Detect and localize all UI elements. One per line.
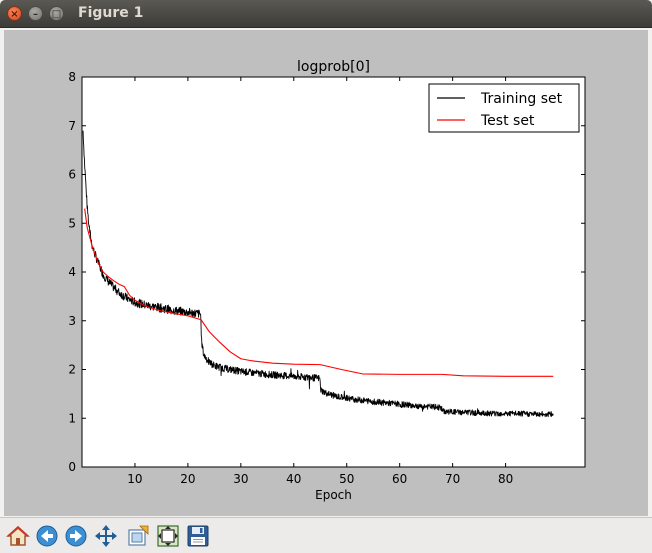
plot-area: [82, 77, 585, 467]
close-icon: ×: [10, 9, 19, 20]
x-tick-label: 20: [180, 472, 195, 486]
y-tick-label: 7: [68, 119, 76, 133]
home-button[interactable]: [5, 523, 31, 549]
forward-button[interactable]: [63, 523, 89, 549]
home-icon: [6, 525, 30, 546]
maximize-button[interactable]: □: [49, 6, 64, 21]
x-tick-label: 70: [445, 472, 460, 486]
chart: 10 20 30 40 50 60 70 80 0 1 2 3 4 5 6 7 8 logprob[0] Epoch…: [68, 59, 586, 502]
x-tick-label: 40: [286, 472, 301, 486]
figure-canvas[interactable]: 10 20 30 40 50 60 70 80 0 1 2 3 4 5 6 7 8 logprob[0] Epoch…: [4, 30, 648, 516]
minimize-button[interactable]: –: [28, 6, 43, 21]
navigation-toolbar: [0, 517, 652, 553]
x-tick-label: 50: [339, 472, 354, 486]
y-tick-label: 8: [68, 70, 76, 84]
x-tick-label: 30: [233, 472, 248, 486]
close-button[interactable]: ×: [7, 6, 22, 21]
subplots-config-icon: [157, 525, 179, 547]
save-button[interactable]: [185, 523, 211, 549]
y-tick-label: 5: [68, 216, 76, 230]
window-title: Figure 1: [78, 5, 144, 21]
back-arrow-icon: [36, 525, 58, 547]
configure-subplots-button[interactable]: [155, 523, 181, 549]
pan-move-icon: [95, 525, 117, 547]
y-tick-label: 2: [68, 363, 76, 377]
forward-arrow-icon: [65, 525, 87, 547]
pan-button[interactable]: [93, 523, 119, 549]
x-tick-label: 80: [498, 472, 513, 486]
minimize-icon: –: [33, 9, 38, 20]
y-tick-label: 4: [68, 265, 76, 279]
legend-label: Test set: [480, 113, 535, 129]
save-icon: [187, 525, 209, 547]
x-axis-label: Epoch: [315, 488, 352, 502]
zoom-button[interactable]: [125, 523, 151, 549]
legend-box: [428, 83, 580, 133]
y-tick-label: 3: [68, 314, 76, 328]
maximize-icon: □: [51, 9, 62, 20]
x-tick-label: 10: [127, 472, 142, 486]
series-line-test: [84, 208, 554, 377]
legend-label: Training set: [480, 91, 563, 107]
window-titlebar[interactable]: × – □ Figure 1: [0, 0, 652, 28]
chart-title: logprob[0]: [297, 59, 370, 75]
zoom-rect-icon: [128, 525, 149, 546]
y-tick-label: 0: [68, 460, 76, 474]
y-tick-label: 1: [68, 411, 76, 425]
y-tick-label: 6: [68, 168, 76, 182]
back-button[interactable]: [34, 523, 60, 549]
x-tick-label: 60: [392, 472, 407, 486]
